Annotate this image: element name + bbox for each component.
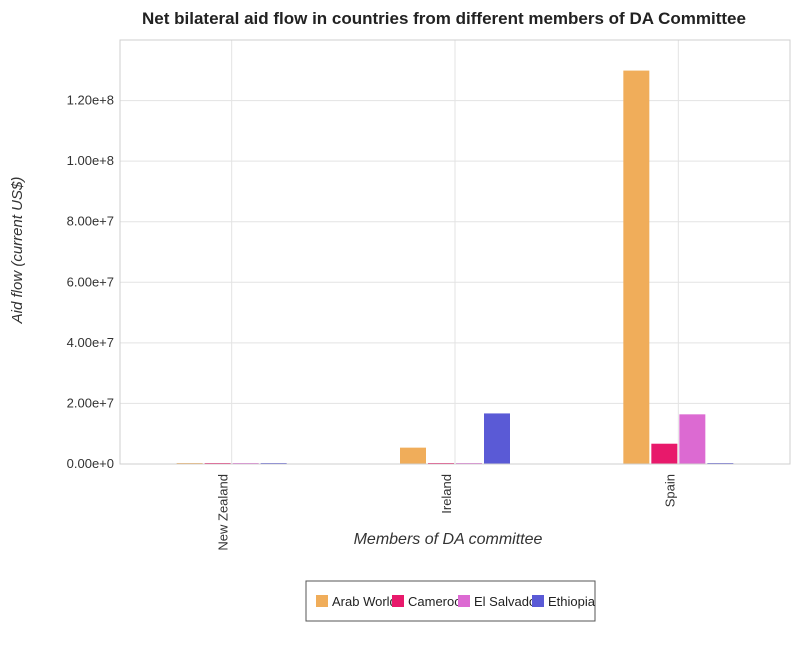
legend: Arab World Cameroon El Salvador Ethiopia	[305, 580, 596, 622]
x-axis-label: Members of DA committee	[354, 531, 543, 548]
legend-label-ethiopia: Ethiopia	[548, 594, 596, 609]
y-tick-label: 1.20e+8	[67, 93, 114, 108]
chart-title: Net bilateral aid flow in countries from…	[142, 9, 746, 28]
y-tick-label: 6.00e+7	[67, 274, 114, 289]
legend-swatch-cameroon	[392, 595, 404, 607]
bar-arab-world-spain	[623, 70, 650, 465]
plot-frame	[119, 39, 791, 465]
legend-label-el-salvador: El Salvador	[474, 594, 541, 609]
x-tick-label: Spain	[662, 474, 677, 507]
legend-swatch-ethiopia	[532, 595, 544, 607]
y-axis-label: Aid flow (current US$)	[9, 177, 26, 325]
y-tick-label: 8.00e+7	[67, 214, 114, 229]
y-tick-label: 4.00e+7	[67, 335, 114, 350]
legend-swatch-arab-world	[316, 595, 328, 607]
bar-el-salvador-spain	[679, 414, 706, 464]
bar-arab-world-ireland	[400, 447, 426, 464]
bar-cameroon-spain	[651, 443, 678, 464]
y-tick-label: 2.00e+7	[67, 395, 114, 410]
x-tick-label: Ireland	[439, 474, 454, 514]
bar-ethiopia-ireland	[484, 413, 510, 464]
legend-box	[305, 580, 596, 622]
legend-label-arab-world: Arab World	[332, 594, 397, 609]
y-tick-label: 0.00e+0	[67, 456, 114, 471]
y-tick-label: 1.00e+8	[67, 153, 114, 168]
x-tick-label: New Zealand	[216, 474, 231, 551]
legend-label-cameroon: Cameroon	[408, 594, 469, 609]
grid	[120, 40, 790, 465]
legend-swatch-el-salvador	[458, 595, 470, 607]
axes: 0.00e+0 2.00e+7 4.00e+7 6.00e+7 8.00e+7 1.00e…	[67, 39, 791, 551]
